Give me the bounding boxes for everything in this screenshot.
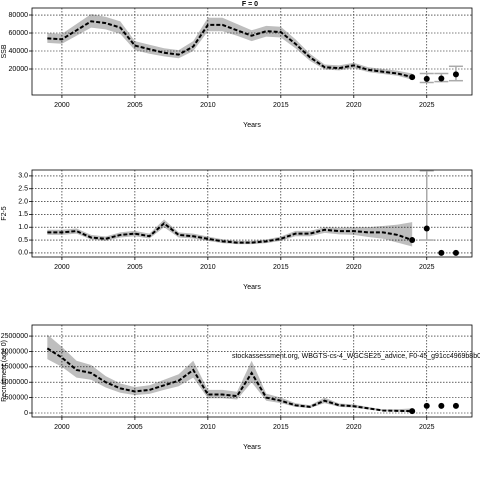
y-axis-label: F2-5 — [1, 206, 8, 221]
estimate-line — [47, 222, 413, 244]
y-tick-label: 20000 — [9, 66, 29, 73]
y-axis-label: SSB — [1, 44, 8, 58]
y-tick-label: 2.5 — [18, 186, 28, 193]
x-tick-label: 2020 — [346, 424, 362, 431]
x-tick-label: 2000 — [54, 102, 70, 109]
y-tick-label: 1.0 — [18, 224, 28, 231]
annotation: stockassessment.org, WBGTS-cs-4_WGCSE25_… — [232, 353, 480, 360]
y-tick-label: 60000 — [9, 30, 29, 37]
forecast-point — [438, 249, 445, 256]
y-tick-label: 500000 — [5, 394, 28, 401]
x-tick-label: 2020 — [346, 264, 362, 271]
forecast-point — [438, 75, 445, 82]
x-tick-label: 2020 — [346, 102, 362, 109]
forecast-point — [438, 402, 445, 409]
y-tick-label: 40000 — [9, 48, 29, 55]
x-tick-label: 2010 — [200, 264, 216, 271]
y-tick-label: 2500000 — [1, 333, 28, 340]
plot-frame — [31, 324, 473, 418]
x-tick-label: 2000 — [54, 264, 70, 271]
x-axis-label: Years — [243, 122, 261, 129]
y-tick-label: 80000 — [9, 12, 29, 19]
chart-title: F = 0 — [242, 1, 258, 8]
x-tick-label: 2025 — [419, 264, 435, 271]
forecast-point — [409, 237, 416, 244]
y-tick-label: 0 — [24, 410, 28, 417]
estimate-line — [47, 20, 413, 79]
x-tick-label: 2025 — [419, 424, 435, 431]
x-tick-label: 2025 — [419, 102, 435, 109]
y-tick-label: 2000000 — [1, 348, 28, 355]
y-tick-label: 1.5 — [18, 211, 28, 218]
y-tick-label: 1000000 — [1, 379, 28, 386]
y-tick-label: 0.5 — [18, 237, 28, 244]
y-tick-label: 0.0 — [18, 250, 28, 257]
x-axis-label: Years — [243, 284, 261, 291]
y-tick-label: 2.0 — [18, 198, 28, 205]
confidence-band — [47, 334, 413, 413]
x-tick-label: 2015 — [273, 424, 289, 431]
x-tick-label: 2005 — [127, 264, 143, 271]
x-tick-label: 2005 — [127, 424, 143, 431]
forecast-point — [452, 402, 459, 409]
x-tick-label: 2005 — [127, 102, 143, 109]
x-tick-label: 2000 — [54, 424, 70, 431]
x-tick-label: 2015 — [273, 102, 289, 109]
confidence-band — [47, 14, 413, 80]
forecast-point — [452, 71, 459, 78]
estimate-line — [46, 347, 413, 413]
plot-frame — [31, 7, 473, 96]
forecast-point — [452, 249, 459, 256]
y-tick-label: 3.0 — [18, 173, 28, 180]
x-tick-label: 2010 — [200, 424, 216, 431]
x-axis-label: Years — [243, 444, 261, 451]
x-tick-label: 2010 — [200, 102, 216, 109]
forecast-point — [409, 408, 416, 415]
forecast-point — [409, 74, 416, 81]
x-tick-label: 2015 — [273, 264, 289, 271]
y-axis-label: Recruitment (age 0) — [1, 340, 8, 402]
y-tick-label: 1500000 — [1, 364, 28, 371]
forecast-point — [423, 75, 430, 82]
forecast-point — [423, 225, 430, 232]
plot-frame — [31, 169, 473, 258]
forecast-point — [423, 402, 430, 409]
